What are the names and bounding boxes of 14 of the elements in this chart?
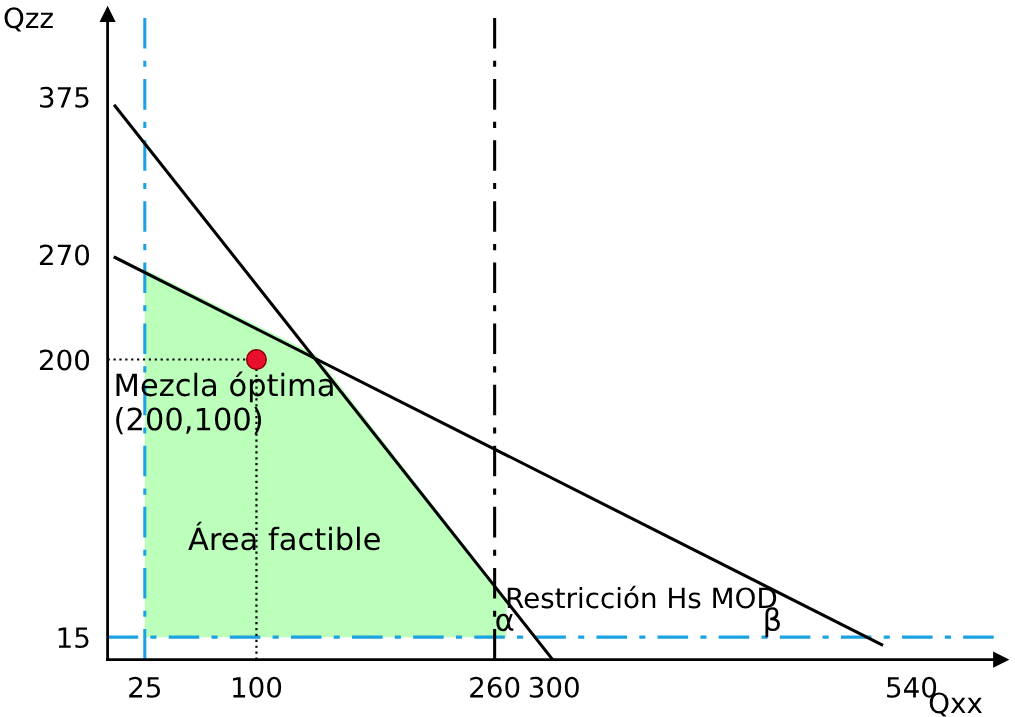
- annotation: Mezcla óptima (200,100): [116, 371, 333, 435]
- y-tick-label: 270: [39, 244, 90, 266]
- x-tick-label: 300: [529, 676, 579, 698]
- annotation: β: [765, 607, 780, 638]
- annotation: Área factible: [188, 521, 380, 551]
- x-tick-label: 100: [233, 676, 282, 698]
- y-axis-title: Qzz: [4, 7, 53, 32]
- y-tick-label: 200: [39, 349, 90, 371]
- x-tick-label: 25: [129, 676, 161, 698]
- y-tick-label: 375: [40, 86, 89, 108]
- x-tick-label: 260: [470, 676, 520, 698]
- y-tick-label: 15: [58, 627, 89, 649]
- annotation: α: [496, 613, 514, 632]
- annotation: Restricción Hs MOD: [507, 585, 777, 609]
